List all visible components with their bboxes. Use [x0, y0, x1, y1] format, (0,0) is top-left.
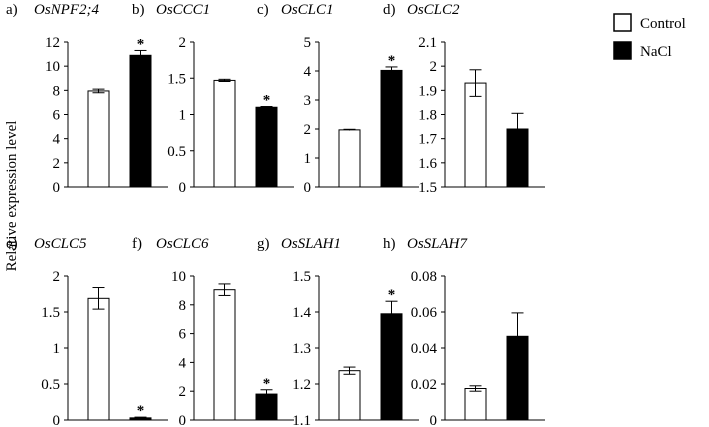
- tick-label: 0.5: [167, 144, 186, 160]
- gene-name: OsCLC5: [34, 236, 87, 252]
- tick-label: 1.7: [418, 132, 437, 148]
- legend-swatch-nacl: [613, 41, 632, 60]
- control-bar: [338, 129, 361, 188]
- tick-label: 0: [53, 180, 61, 196]
- panel-2: b) OsCCC1 0 0.5 1 1.5 2 *: [132, 2, 294, 196]
- nacl-bar: [255, 106, 278, 188]
- gene-name: OsCLC2: [407, 2, 460, 18]
- tick-label: 0.06: [411, 305, 438, 321]
- tick-label: 0.5: [41, 377, 60, 393]
- tick-label: 8: [179, 298, 187, 314]
- significance-star: *: [263, 93, 271, 109]
- tick-label: 1: [53, 341, 61, 357]
- panel-label: c): [257, 2, 269, 18]
- panel-8: h) OsSLAH7 0 0.02 0.04 0.06 0.08: [383, 236, 545, 427]
- significance-star: *: [388, 53, 396, 69]
- gene-name: OsSLAH7: [407, 236, 469, 252]
- tick-label: 10: [171, 269, 186, 285]
- panel-3: c) OsCLC1 0 1 2 3 4 5 *: [257, 2, 419, 196]
- panel-6: f) OsCLC6 0 2 4 6 8 10 *: [132, 236, 294, 427]
- tick-label: 2: [179, 35, 187, 51]
- gene-name: OsCLC6: [156, 236, 209, 252]
- panel-label: g): [257, 236, 270, 252]
- tick-label: 4: [304, 64, 312, 80]
- legend: Control NaCl: [613, 13, 686, 60]
- tick-label: 2: [53, 269, 61, 285]
- tick-label: 0: [430, 413, 438, 427]
- tick-label: 0.04: [411, 341, 438, 357]
- tick-label: 1.4: [292, 305, 311, 321]
- significance-star: *: [137, 36, 145, 52]
- tick-label: 4: [53, 132, 61, 148]
- gene-name: OsCCC1: [156, 2, 210, 18]
- tick-label: 1.6: [418, 156, 437, 172]
- control-bar: [87, 297, 110, 421]
- tick-label: 4: [179, 355, 187, 371]
- panel-1: a) OsNPF2;4 0 2 4 6 8 10 12 *: [6, 2, 168, 196]
- tick-label: 1.1: [292, 413, 311, 427]
- tick-label: 1.2: [292, 377, 311, 393]
- control-bar: [213, 79, 236, 188]
- control-bar: [464, 388, 487, 421]
- nacl-bar: [380, 69, 403, 188]
- tick-label: 1.5: [292, 269, 311, 285]
- panel-4: d) OsCLC2 1.5 1.6 1.7 1.8 1.9 2 2.1: [383, 2, 545, 196]
- panel-label: d): [383, 2, 396, 18]
- tick-label: 0: [179, 413, 187, 427]
- legend-label: NaCl: [640, 44, 672, 60]
- gene-name: OsNPF2;4: [34, 2, 99, 18]
- tick-label: 0.08: [411, 269, 437, 285]
- panel-label: b): [132, 2, 145, 18]
- panel-label: e): [6, 236, 18, 252]
- tick-label: 12: [45, 35, 60, 51]
- tick-label: 1.8: [418, 108, 437, 124]
- panel-label: h): [383, 236, 396, 252]
- panel-5: e) OsCLC5 0 0.5 1 1.5 2 *: [6, 236, 168, 427]
- tick-label: 0: [179, 180, 187, 196]
- panel-label: a): [6, 2, 18, 18]
- tick-label: 3: [304, 93, 312, 109]
- tick-label: 1.3: [292, 341, 311, 357]
- tick-label: 1.5: [167, 71, 186, 87]
- y-axis-label: Relative expression level: [4, 121, 20, 272]
- tick-label: 5: [304, 35, 312, 51]
- control-bar: [213, 289, 236, 421]
- tick-label: 0: [304, 180, 312, 196]
- control-bar: [87, 90, 110, 188]
- tick-label: 1.9: [418, 83, 437, 99]
- tick-label: 2: [304, 122, 312, 138]
- tick-label: 2: [179, 384, 187, 400]
- control-bar: [338, 370, 361, 421]
- tick-label: 1.5: [41, 305, 60, 321]
- significance-star: *: [137, 403, 145, 419]
- tick-label: 0: [53, 413, 61, 427]
- tick-label: 0.02: [411, 377, 437, 393]
- control-bar: [464, 82, 487, 188]
- gene-name: OsSLAH1: [281, 236, 341, 252]
- tick-label: 8: [53, 83, 61, 99]
- significance-star: *: [263, 376, 271, 392]
- tick-label: 1.5: [418, 180, 437, 196]
- tick-label: 1: [179, 108, 187, 124]
- legend-swatch-control: [613, 13, 632, 32]
- tick-label: 6: [179, 327, 187, 343]
- tick-label: 2: [53, 156, 61, 172]
- nacl-bar: [380, 313, 403, 421]
- tick-label: 2.1: [418, 35, 437, 51]
- significance-star: *: [388, 287, 396, 303]
- tick-label: 6: [53, 108, 61, 124]
- legend-label: Control: [640, 16, 686, 32]
- tick-label: 10: [45, 59, 60, 75]
- gene-name: OsCLC1: [281, 2, 334, 18]
- tick-label: 2: [430, 59, 438, 75]
- panel-label: f): [132, 236, 142, 252]
- panel-7: g) OsSLAH1 1.1 1.2 1.3 1.4 1.5 *: [257, 236, 419, 427]
- nacl-bar: [129, 54, 152, 188]
- tick-label: 1: [304, 151, 312, 167]
